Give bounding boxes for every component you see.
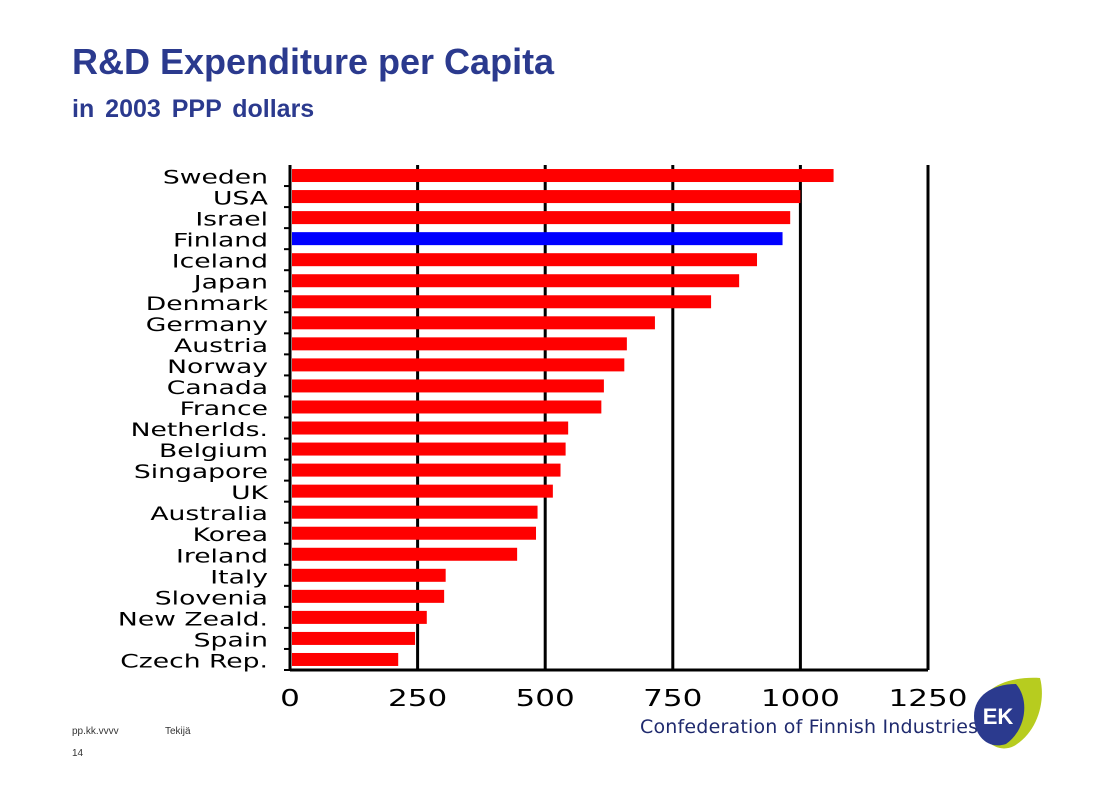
chart-axes xyxy=(284,165,928,672)
x-tick-label: 500 xyxy=(516,686,575,712)
category-label: Israel xyxy=(195,209,268,230)
category-label: UK xyxy=(231,483,269,504)
bar-korea xyxy=(292,526,537,540)
category-label: France xyxy=(180,399,268,420)
category-label: Czech Rep. xyxy=(120,651,268,672)
page-title: R&D Expenditure per Capita xyxy=(72,41,555,82)
footer-date: pp.kk.vvvv xyxy=(72,726,119,737)
bar-usa xyxy=(292,190,801,204)
chart-category-labels: SwedenUSAIsraelFinlandIcelandJapanDenmar… xyxy=(118,167,269,672)
bar-sweden xyxy=(292,169,834,183)
chart-tick-labels: 0 250 500 750 1000 1250 xyxy=(280,686,967,712)
bar-norway xyxy=(292,358,625,372)
bar-netherlds xyxy=(292,421,569,435)
category-label: Sweden xyxy=(163,167,268,188)
category-label: Korea xyxy=(193,525,268,546)
bar-denmark xyxy=(292,295,712,309)
x-tick-label: 1000 xyxy=(761,686,840,712)
bar-singapore xyxy=(292,463,561,477)
bar-israel xyxy=(292,211,791,225)
bar-canada xyxy=(292,379,604,393)
bar-new-zeald xyxy=(292,610,427,624)
bar-belgium xyxy=(292,442,566,456)
category-label: Germany xyxy=(146,314,268,335)
x-tick-label: 250 xyxy=(388,686,447,712)
bar-france xyxy=(292,400,602,414)
bar-japan xyxy=(292,274,740,288)
category-label: Austria xyxy=(174,335,268,356)
logo-text: EK xyxy=(983,704,1014,729)
category-label: Netherlds. xyxy=(131,420,268,441)
category-label: Ireland xyxy=(176,546,268,567)
category-label: Iceland xyxy=(172,251,268,272)
bar-slovenia xyxy=(292,589,445,603)
category-label: USA xyxy=(213,188,268,209)
category-label: Finland xyxy=(173,230,268,251)
brand-name: Confederation of Finnish Industries xyxy=(640,716,979,738)
bar-austria xyxy=(292,337,627,351)
category-label: Spain xyxy=(194,630,268,651)
bar-australia xyxy=(292,505,538,519)
page-number: 14 xyxy=(72,748,84,759)
bar-czech-rep xyxy=(292,652,399,666)
category-label: Canada xyxy=(167,377,268,398)
bar-chart: SwedenUSAIsraelFinlandIcelandJapanDenmar… xyxy=(118,165,967,712)
category-label: Norway xyxy=(167,356,268,377)
bar-italy xyxy=(292,568,446,582)
category-label: Japan xyxy=(192,272,268,293)
bar-iceland xyxy=(292,253,758,267)
x-tick-label: 1250 xyxy=(889,686,968,712)
x-tick-label: 750 xyxy=(643,686,702,712)
chart-gridlines xyxy=(416,165,930,670)
bar-ireland xyxy=(292,547,518,561)
category-label: Belgium xyxy=(159,441,268,462)
footer-author: Tekijä xyxy=(165,726,191,737)
bar-finland xyxy=(292,232,783,246)
bar-germany xyxy=(292,316,655,330)
bar-uk xyxy=(292,484,553,498)
chart-bars xyxy=(292,169,834,666)
category-label: Singapore xyxy=(134,462,268,483)
ek-logo: EK xyxy=(974,677,1042,749)
category-label: Denmark xyxy=(146,293,269,314)
category-label: Slovenia xyxy=(155,588,268,609)
page-subtitle: in 2003 PPP dollars xyxy=(72,95,315,123)
bar-spain xyxy=(292,631,416,645)
category-label: New Zeald. xyxy=(118,609,268,630)
logo-badge xyxy=(974,684,1025,746)
category-label: Australia xyxy=(150,504,268,525)
x-tick-label: 0 xyxy=(280,686,300,712)
category-label: Italy xyxy=(210,567,268,588)
